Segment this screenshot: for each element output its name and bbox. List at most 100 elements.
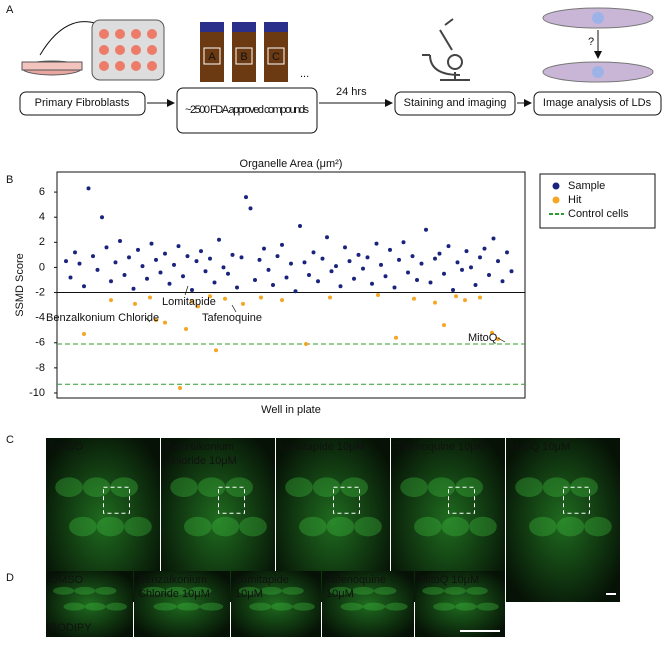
annotation: Lomitapide bbox=[162, 296, 216, 308]
point bbox=[424, 227, 428, 232]
point bbox=[478, 295, 482, 300]
point bbox=[214, 348, 218, 353]
point bbox=[442, 271, 446, 276]
micrograph-blob bbox=[249, 602, 272, 611]
point bbox=[491, 236, 496, 241]
point bbox=[262, 246, 266, 251]
point bbox=[163, 251, 167, 256]
point bbox=[230, 252, 235, 257]
point bbox=[64, 259, 68, 264]
point bbox=[370, 281, 374, 286]
point bbox=[113, 260, 118, 265]
y-tick-label: -2 bbox=[35, 286, 45, 298]
point bbox=[361, 266, 365, 271]
annotation-arrow bbox=[145, 317, 151, 323]
micrograph-blob bbox=[271, 602, 293, 611]
point bbox=[176, 244, 181, 249]
point bbox=[352, 276, 356, 281]
point bbox=[82, 284, 86, 289]
point bbox=[320, 256, 325, 261]
point bbox=[154, 318, 158, 323]
legend-marker bbox=[552, 182, 560, 190]
point bbox=[433, 256, 437, 261]
step-label: Image analysis of LDs bbox=[543, 97, 652, 109]
inset-box bbox=[333, 486, 360, 514]
point bbox=[239, 255, 244, 260]
micrograph-blob bbox=[556, 516, 585, 537]
micrograph-blob bbox=[374, 586, 397, 595]
micrograph-blob bbox=[422, 586, 445, 595]
micrograph-blob bbox=[260, 586, 282, 595]
point bbox=[473, 283, 478, 287]
step-label: Staining and imaging bbox=[404, 97, 507, 109]
micrograph-blob bbox=[188, 586, 212, 595]
point bbox=[109, 279, 113, 284]
point bbox=[226, 271, 230, 276]
point bbox=[196, 304, 200, 309]
point bbox=[509, 269, 514, 274]
micrograph-blob bbox=[55, 477, 83, 498]
point bbox=[133, 301, 137, 306]
inset-box bbox=[218, 486, 245, 514]
point bbox=[451, 288, 455, 293]
y-tick-label: 2 bbox=[39, 236, 45, 248]
y-tick-label: -6 bbox=[35, 337, 45, 349]
point bbox=[109, 298, 113, 303]
point bbox=[122, 272, 127, 277]
point bbox=[365, 255, 370, 260]
micrograph-blob bbox=[476, 602, 499, 611]
point bbox=[184, 326, 188, 331]
tile-label: DMSO bbox=[50, 574, 83, 586]
point bbox=[302, 260, 307, 265]
panel-label: D bbox=[6, 572, 14, 584]
annotation: Tafenoquine bbox=[202, 312, 262, 324]
point bbox=[289, 261, 293, 266]
point bbox=[376, 293, 380, 298]
point bbox=[343, 245, 347, 250]
point bbox=[356, 252, 361, 257]
point bbox=[298, 223, 302, 228]
point bbox=[199, 249, 203, 254]
point bbox=[154, 257, 158, 262]
micrograph-blob bbox=[414, 516, 442, 537]
point bbox=[397, 257, 401, 262]
point bbox=[253, 277, 257, 282]
inset-box bbox=[563, 486, 590, 514]
panel-label: A bbox=[6, 4, 14, 16]
point bbox=[86, 186, 91, 191]
point bbox=[496, 336, 500, 341]
point bbox=[275, 254, 280, 259]
inset-box bbox=[103, 486, 130, 514]
point bbox=[203, 269, 208, 274]
point bbox=[235, 285, 239, 290]
micrograph-blob bbox=[176, 602, 200, 611]
bottle-label: A bbox=[208, 51, 216, 63]
micrograph bbox=[415, 571, 505, 637]
point bbox=[469, 265, 473, 270]
micrograph-blob bbox=[455, 477, 484, 498]
micrograph-blob bbox=[96, 516, 125, 537]
point bbox=[77, 261, 82, 266]
point bbox=[463, 298, 467, 303]
point bbox=[194, 259, 199, 264]
micrograph bbox=[322, 571, 414, 637]
point bbox=[446, 244, 451, 249]
workflow-art bbox=[19, 7, 662, 134]
point bbox=[410, 254, 415, 259]
point bbox=[311, 250, 316, 255]
point bbox=[185, 254, 190, 259]
point bbox=[280, 242, 284, 247]
point bbox=[280, 298, 284, 303]
point bbox=[505, 250, 509, 255]
tile-label: MitoQ 10μM bbox=[419, 574, 479, 586]
tile-label: 10μM bbox=[326, 588, 354, 600]
point bbox=[221, 265, 226, 270]
point bbox=[127, 255, 131, 260]
step-label: Primary Fibroblasts bbox=[35, 97, 130, 109]
annotation: Benzalkonium Chloride bbox=[46, 312, 159, 324]
y-tick-label: 6 bbox=[39, 186, 45, 198]
tile-label: Lomitapide 10μM bbox=[280, 441, 365, 453]
micrograph-blob bbox=[529, 516, 557, 537]
point bbox=[266, 267, 271, 272]
annotation-arrow bbox=[231, 304, 237, 313]
